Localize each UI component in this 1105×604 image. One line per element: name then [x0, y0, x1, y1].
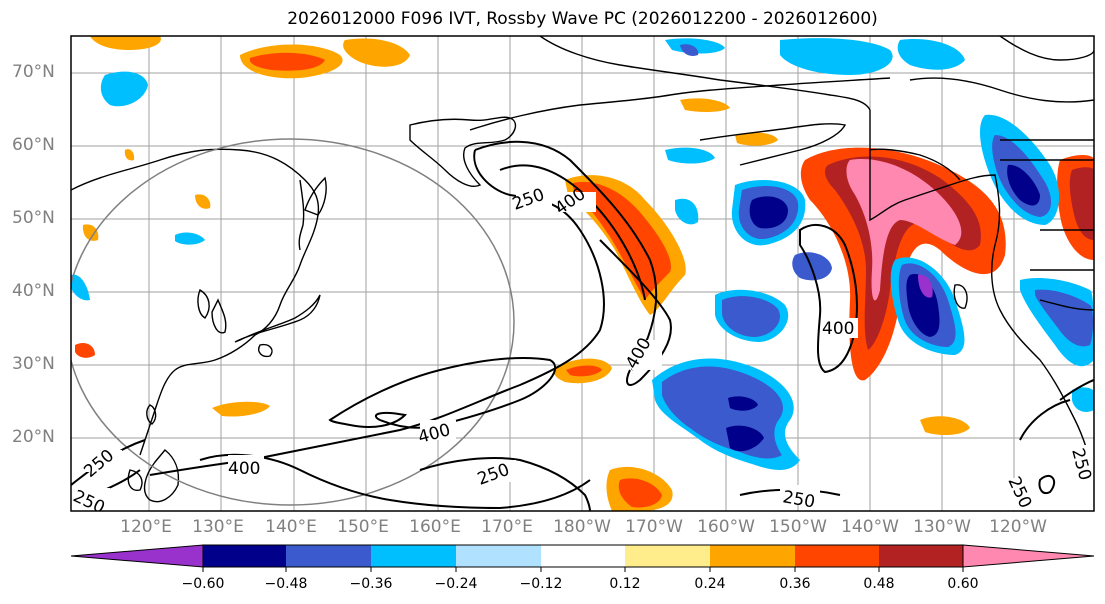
latitude-label: 40°N [12, 281, 55, 301]
longitude-label: 170°E [481, 517, 533, 537]
longitude-label: 140°W [841, 517, 899, 537]
colorbar-segment [371, 545, 456, 567]
region-circle [71, 138, 515, 506]
longitude-label: 120°W [989, 517, 1047, 537]
colorbar-segment [456, 545, 541, 567]
longitude-label: 140°E [265, 517, 317, 537]
longitude-label: 160°E [409, 517, 461, 537]
contour-label: 400 [228, 459, 260, 479]
colorbar-segment [203, 545, 286, 567]
map-title: 2026012000 F096 IVT, Rossby Wave PC (202… [287, 9, 878, 29]
colorbar-tick-label: −0.12 [519, 576, 563, 592]
colorbar [70, 544, 1095, 572]
colorbar-segment [795, 545, 879, 567]
colorbar-segment [541, 545, 625, 567]
longitude-label: 160°W [697, 517, 755, 537]
colorbar-segment [286, 545, 371, 567]
longitude-label: 170°W [625, 517, 683, 537]
negative-anomaly-fields [71, 38, 1094, 470]
colorbar-tick-label: −0.24 [434, 576, 478, 592]
longitude-label: 180°W [553, 517, 611, 537]
colorbar-tick-label: −0.48 [264, 576, 308, 592]
longitude-label: 150°W [769, 517, 827, 537]
colorbar-tick-label: 0.12 [609, 576, 641, 592]
colorbar-segment [879, 545, 963, 567]
colorbar-segment [625, 545, 710, 567]
gridlines [71, 36, 1094, 511]
latitude-label: 50°N [12, 208, 55, 228]
land-outlines [71, 36, 1094, 503]
latitude-label: 60°N [12, 135, 55, 155]
colorbar-min-extension [70, 544, 204, 568]
colorbar-tick-label: −0.60 [181, 576, 225, 592]
map-frame [70, 35, 1095, 512]
longitude-label: 130°W [913, 517, 971, 537]
colorbar-tick-label: 0.60 [947, 576, 979, 592]
contour-label: 250 [781, 487, 816, 512]
colorbar-tick-label: 0.24 [694, 576, 726, 592]
longitude-label: 120°E [120, 517, 172, 537]
colorbar-tick-label: −0.36 [349, 576, 393, 592]
longitude-label: 150°E [337, 517, 389, 537]
latitude-label: 30°N [12, 354, 55, 374]
longitude-label: 130°E [192, 517, 244, 537]
colorbar-tick-label: 0.48 [863, 576, 895, 592]
colorbar-tick-label: 0.36 [779, 576, 811, 592]
latitude-label: 20°N [12, 427, 55, 447]
colorbar-max-extension [962, 544, 1095, 568]
contour-label: 400 [822, 319, 854, 339]
colorbar-segment [710, 545, 795, 567]
latitude-label: 70°N [12, 62, 55, 82]
